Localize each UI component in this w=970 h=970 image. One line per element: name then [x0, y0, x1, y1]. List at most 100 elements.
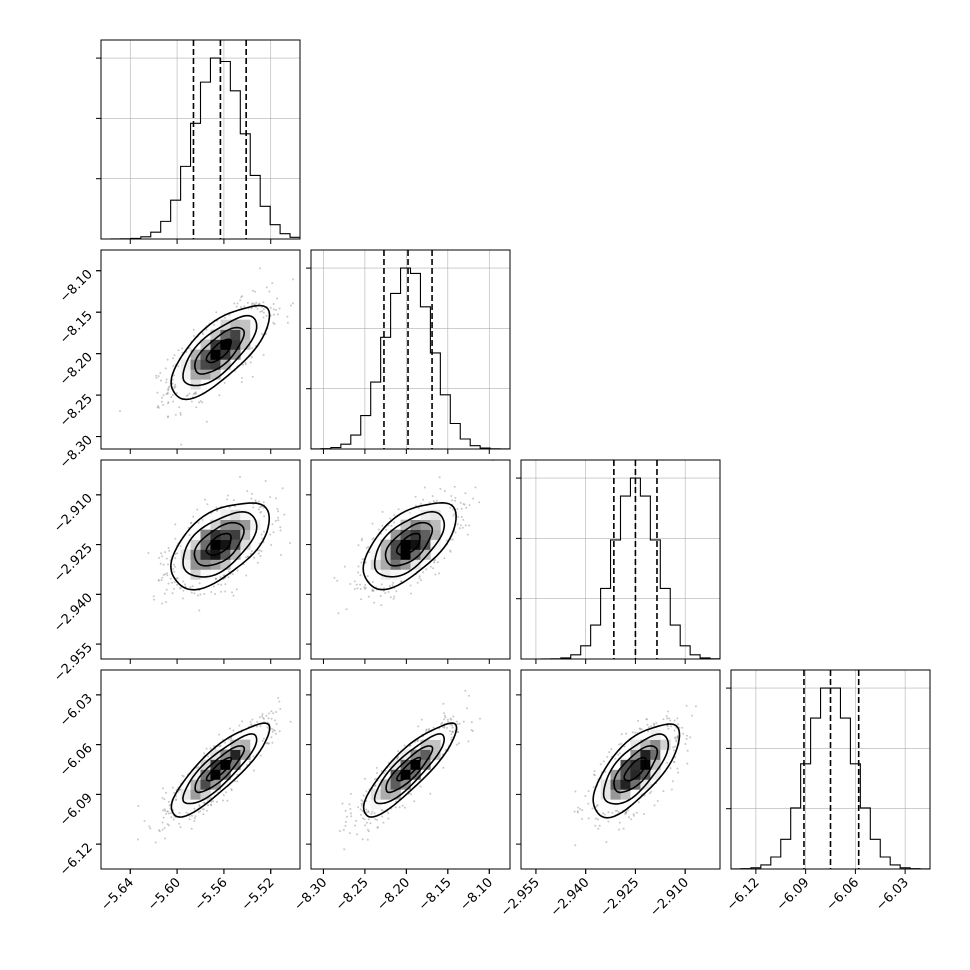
scatter-point	[167, 402, 169, 405]
scatter-point	[251, 347, 254, 350]
scatter-point	[277, 516, 279, 519]
scatter-point	[273, 323, 276, 325]
scatter-point	[180, 443, 183, 446]
scatter-point	[162, 394, 165, 397]
scatter-point	[343, 565, 346, 568]
scatter-point	[274, 519, 277, 522]
scatter-point	[394, 806, 397, 809]
scatter-point	[272, 531, 275, 534]
scatter-point	[171, 592, 174, 595]
scatter-point	[455, 720, 458, 723]
scatter-point	[210, 591, 213, 593]
y-tick-label: −2.925	[51, 541, 96, 586]
scatter-point	[186, 394, 189, 397]
scatter-point	[684, 743, 687, 745]
scatter-point	[425, 568, 428, 571]
scatter-point	[433, 561, 436, 564]
scatter-point	[158, 556, 161, 559]
scatter-point	[278, 307, 281, 310]
scatter-point	[357, 544, 360, 547]
scatter-point	[259, 754, 262, 757]
scatter-point	[257, 508, 260, 511]
scatter-point	[245, 556, 248, 559]
density-cell	[400, 759, 411, 770]
scatter-point	[232, 729, 235, 732]
scatter-point	[637, 719, 639, 722]
scatter-point	[256, 720, 259, 723]
density-cell	[610, 779, 621, 790]
scatter-point	[669, 767, 672, 770]
scatter-point	[345, 608, 348, 611]
scatter-point	[373, 812, 376, 815]
scatter-point	[173, 563, 176, 566]
scatter-point	[177, 365, 180, 368]
contour-line	[205, 338, 232, 364]
scatter-point	[365, 808, 368, 811]
density-cell	[240, 529, 251, 540]
scatter-point	[596, 804, 599, 807]
scatter-point	[442, 766, 445, 769]
density-cell	[190, 549, 201, 560]
scatter-point	[202, 333, 204, 336]
scatter-point	[454, 496, 457, 499]
scatter-point	[262, 737, 265, 740]
scatter-point	[166, 823, 169, 826]
scatter-point	[618, 752, 621, 755]
scatter-point	[198, 401, 200, 404]
scatter-point	[183, 583, 186, 586]
histogram-step	[521, 477, 720, 660]
scatter-point	[149, 827, 152, 830]
y-tick-label: −6.03	[57, 691, 96, 730]
scatter-point	[260, 505, 263, 508]
x-tick-label: −2.940	[548, 875, 593, 920]
scatter-point	[353, 580, 356, 583]
scatter-point	[202, 813, 205, 816]
scatter-point	[259, 310, 262, 313]
scatter-point	[231, 573, 234, 576]
scatter-point	[178, 789, 181, 791]
panel-frame	[520, 669, 721, 870]
scatter-point	[239, 299, 242, 302]
scatter-point	[341, 802, 344, 805]
density-cell	[220, 539, 231, 550]
scatter-point	[398, 806, 401, 809]
density-cell	[390, 789, 401, 800]
density-cell	[200, 759, 211, 770]
scatter-point	[389, 596, 392, 599]
x-tick-label: −2.910	[647, 875, 692, 920]
density-cell	[220, 759, 231, 770]
scatter-point	[342, 828, 345, 831]
scatter-point	[270, 710, 273, 713]
scatter-point	[262, 353, 265, 356]
density-cell	[210, 539, 221, 550]
panel-frame	[730, 669, 931, 870]
y-tick-label: −2.955	[51, 640, 96, 685]
scatter-point	[449, 723, 452, 726]
scatter-point	[598, 824, 601, 827]
scatter-point	[592, 786, 595, 789]
density-cell	[630, 749, 641, 760]
density-cell	[200, 779, 211, 790]
x-tick-label: −8.30	[291, 875, 330, 914]
scatter-point	[261, 537, 264, 540]
scatter-point	[616, 809, 619, 812]
scatter-point	[594, 817, 597, 820]
density-cell	[400, 529, 411, 540]
scatter-panel-4-3: −2.955 −2.940 −2.925 −2.910	[498, 669, 721, 920]
density-cell	[420, 759, 431, 770]
scatter-point	[459, 501, 462, 504]
density-cell	[430, 749, 441, 760]
scatter-point	[346, 815, 349, 818]
scatter-panel-4-1: −6.12 −6.09 −6.06 −6.03 −5.64 −5.60 −5.56 −5.52	[57, 669, 301, 914]
scatter-point	[646, 723, 649, 726]
scatter-point	[173, 374, 175, 377]
scatter-point	[415, 504, 417, 507]
scatter-point	[226, 494, 229, 497]
x-tick-label: −6.06	[823, 875, 862, 914]
scatter-point	[387, 812, 390, 815]
scatter-point	[446, 726, 449, 729]
histogram-step	[311, 267, 510, 450]
density-cell	[420, 749, 431, 760]
scatter-point	[236, 569, 239, 572]
density-cell	[630, 759, 641, 770]
